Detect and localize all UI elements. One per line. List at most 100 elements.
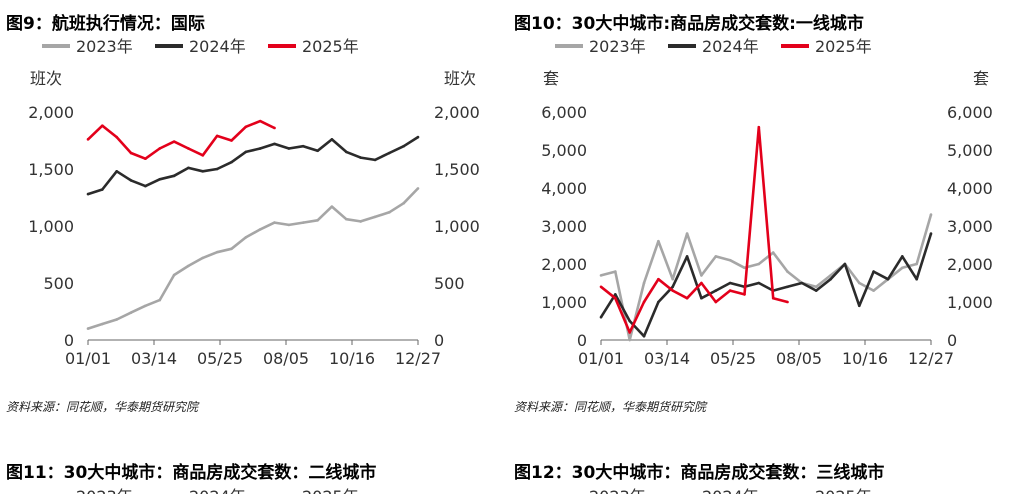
y-tick-label-left: 5,000 <box>541 141 587 160</box>
data-point <box>599 274 603 277</box>
y-axis-label-left: 班次 <box>30 69 62 88</box>
x-tick-label: 05/25 <box>710 349 756 368</box>
data-point <box>230 160 233 164</box>
data-point <box>599 285 603 289</box>
data-point <box>187 166 190 170</box>
y-tick-label-right: 0 <box>947 331 957 350</box>
data-point <box>901 255 904 258</box>
data-point <box>628 331 631 334</box>
y-tick-label-right: 500 <box>434 274 465 293</box>
data-point <box>786 285 789 289</box>
data-point <box>757 262 761 266</box>
data-point <box>115 135 118 139</box>
data-point <box>915 277 918 281</box>
data-point <box>287 223 291 227</box>
data-point <box>373 215 377 219</box>
data-point <box>614 270 617 273</box>
data-point <box>642 300 646 304</box>
data-point <box>172 174 176 178</box>
data-point <box>172 273 176 277</box>
data-point <box>685 255 689 258</box>
data-point <box>359 220 362 223</box>
data-point <box>388 211 391 214</box>
lower-legend-left: 2023年 2024年 2025年 <box>40 482 370 494</box>
data-point <box>642 334 646 338</box>
legend-label: 2023年 <box>589 487 646 494</box>
data-point <box>158 147 162 150</box>
data-point <box>843 262 847 266</box>
series-line-2024年 <box>599 233 933 338</box>
x-tick-label: 03/14 <box>644 349 690 368</box>
data-point <box>915 262 918 266</box>
y-tick-label-right: 4,000 <box>947 179 993 198</box>
data-point <box>101 322 104 326</box>
data-point <box>728 258 732 262</box>
y-tick-label-right: 1,000 <box>947 293 993 312</box>
data-point <box>614 293 617 296</box>
y-tick-label-right: 1,000 <box>434 217 480 236</box>
data-point <box>316 219 319 222</box>
data-point <box>402 144 405 148</box>
data-point <box>344 217 348 221</box>
data-point <box>628 319 631 323</box>
data-point <box>158 298 162 302</box>
data-point <box>786 300 789 304</box>
y-tick-label-left: 1,000 <box>541 293 587 312</box>
data-point <box>258 119 262 123</box>
data-point <box>800 281 804 285</box>
legend-label: 2023年 <box>589 37 646 56</box>
y-tick-label-left: 1,500 <box>28 160 74 179</box>
data-point <box>757 281 761 285</box>
data-point <box>187 264 190 268</box>
data-point <box>215 134 219 138</box>
y-tick-label-left: 2,000 <box>541 255 587 274</box>
y-tick-label-right: 2,000 <box>947 255 993 274</box>
data-point <box>301 221 305 224</box>
series-line-2025年 <box>87 119 276 160</box>
series-line-2023年 <box>600 214 933 342</box>
y-tick-label-left: 0 <box>64 331 74 350</box>
data-point <box>700 296 703 300</box>
data-point <box>158 177 162 181</box>
lower-title-left: 图11：30大中城市：商品房成交套数：二线城市 <box>6 463 377 483</box>
data-point <box>642 281 646 285</box>
data-point <box>244 150 248 154</box>
data-point <box>359 156 362 159</box>
legend-label: 2023年 <box>76 37 133 56</box>
data-point <box>814 289 818 292</box>
y-tick-label-left: 2,000 <box>28 103 74 122</box>
data-point <box>657 239 660 243</box>
y-tick-label-right: 2,000 <box>434 103 480 122</box>
data-point <box>144 184 147 188</box>
data-point <box>273 221 276 224</box>
chart-title: 图9：航班执行情况：国际 <box>6 14 205 34</box>
data-point <box>685 232 689 235</box>
lower-title-right: 图12：30大中城市：商品房成交套数：三线城市 <box>514 463 885 483</box>
data-point <box>330 138 334 141</box>
data-point <box>101 124 104 127</box>
data-point <box>101 188 104 191</box>
data-point <box>172 140 176 143</box>
data-point <box>599 315 603 319</box>
data-point <box>115 169 118 173</box>
x-tick-label: 05/25 <box>197 349 243 368</box>
data-point <box>201 256 205 260</box>
data-point <box>230 247 233 251</box>
data-point <box>388 151 391 155</box>
legend-label: 2023年 <box>76 487 133 494</box>
data-point <box>743 266 746 270</box>
data-point <box>872 289 875 292</box>
x-tick-label: 08/05 <box>263 349 309 368</box>
x-tick-label: 03/14 <box>131 349 177 368</box>
chart-panel-international-flights: 图9：航班执行情况：国际 2023年 2024年 2025年 班次 班次 0 0 500 500… <box>0 0 513 420</box>
data-point <box>714 255 718 258</box>
data-point <box>771 251 775 254</box>
data-point <box>857 304 861 308</box>
data-point <box>614 296 617 300</box>
data-point <box>786 270 789 273</box>
legend-label: 2024年 <box>189 37 246 56</box>
data-point <box>628 338 631 342</box>
data-point <box>201 154 205 157</box>
